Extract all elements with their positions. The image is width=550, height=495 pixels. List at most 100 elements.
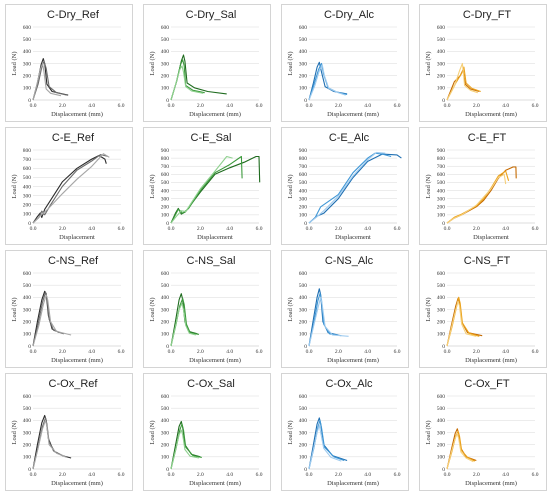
x-axis-label: Displacement (473, 234, 509, 241)
x-tick-label: 6.0 (532, 472, 539, 478)
x-axis-label: Displacement (mm) (327, 111, 379, 118)
chart-panel: C-Dry_FT 0 100 200 300 400 500 600 0.0 2.0 4.0 6.0 D… (419, 4, 547, 122)
y-tick-label: 300 (437, 430, 446, 436)
x-tick-label: 2.0 (59, 349, 66, 355)
series-line (170, 59, 205, 101)
y-tick-label: 700 (437, 164, 446, 170)
chart-title: C-NS_Alc (325, 255, 374, 267)
y-tick-label: 200 (161, 319, 170, 325)
series-line (170, 155, 233, 224)
y-tick-label: 600 (299, 172, 308, 178)
y-tick-label: 400 (161, 49, 170, 55)
y-tick-label: 500 (23, 283, 32, 289)
y-tick-label: 800 (161, 156, 170, 162)
y-tick-label: 400 (437, 188, 446, 194)
y-tick-label: 600 (437, 271, 446, 277)
chart-title: C-Ox_Sal (187, 378, 235, 390)
y-axis-label: Load (N) (425, 297, 432, 321)
x-axis-label: Displacement (mm) (51, 357, 103, 364)
y-tick-label: 0 (166, 344, 169, 350)
y-tick-label: 100 (299, 86, 308, 92)
x-tick-label: 2.0 (197, 349, 204, 355)
chart-svg: C-Dry_Ref 0 100 200 300 400 500 600 0.0 2.0 4.0 6.0… (11, 9, 125, 118)
chart-svg: C-Ox_Alc 0 100 200 300 400 500 600 0.0 2.0 4.0 6.0 D… (287, 378, 401, 487)
y-tick-label: 200 (23, 319, 32, 325)
y-tick-label: 0 (442, 467, 445, 473)
series-line (170, 54, 227, 101)
y-tick-label: 500 (299, 406, 308, 412)
y-tick-label: 0 (442, 221, 445, 227)
chart-panel: C-NS_FT 0 100 200 300 400 500 600 0.0 2.0 4.0 6.0 Di… (419, 250, 547, 368)
y-tick-label: 300 (299, 430, 308, 436)
x-tick-label: 0.0 (306, 103, 313, 109)
y-tick-label: 600 (23, 25, 32, 31)
y-tick-label: 100 (437, 86, 446, 92)
y-tick-label: 400 (437, 49, 446, 55)
y-tick-label: 100 (437, 332, 446, 338)
y-tick-label: 0 (28, 344, 31, 350)
series-line (32, 154, 107, 224)
y-tick-label: 500 (437, 37, 446, 43)
y-tick-label: 800 (299, 156, 308, 162)
x-tick-label: 4.0 (88, 349, 95, 355)
y-tick-label: 100 (437, 455, 446, 461)
x-axis-label: Displacement (mm) (327, 357, 379, 364)
x-axis-label: Displacement (mm) (465, 111, 517, 118)
y-tick-label: 500 (23, 175, 32, 181)
x-tick-label: 2.0 (473, 472, 480, 478)
y-tick-label: 400 (23, 418, 32, 424)
x-axis-label: Displacement (mm) (465, 480, 517, 487)
y-axis-label: Load (N) (425, 420, 432, 444)
chart-title: C-E_Sal (191, 132, 232, 144)
y-axis-label: Load (N) (11, 420, 18, 444)
y-tick-label: 600 (299, 271, 308, 277)
series-line (308, 61, 348, 101)
x-tick-label: 2.0 (197, 226, 204, 232)
y-axis-label: Load (N) (149, 420, 156, 444)
y-axis-label: Load (N) (149, 51, 156, 75)
y-tick-label: 400 (23, 49, 32, 55)
y-tick-label: 500 (299, 283, 308, 289)
y-tick-label: 200 (23, 203, 32, 209)
x-tick-label: 0.0 (168, 103, 175, 109)
y-tick-label: 200 (299, 205, 308, 211)
chart-title: C-NS_Ref (48, 255, 99, 267)
y-tick-label: 600 (437, 172, 446, 178)
y-tick-label: 300 (161, 430, 170, 436)
chart-panel: C-E_Sal 0 100 200 300 400 500 600 700 800 900 0.0 2.… (143, 127, 271, 245)
series-line (32, 62, 62, 101)
y-axis-label: Load (N) (425, 174, 432, 198)
x-tick-label: 6.0 (118, 472, 125, 478)
series-line (308, 62, 348, 101)
y-tick-label: 100 (299, 455, 308, 461)
x-tick-label: 6.0 (256, 349, 263, 355)
series-line (308, 424, 342, 470)
x-tick-label: 4.0 (502, 472, 509, 478)
chart-title: C-E_Ref (52, 132, 95, 144)
x-tick-label: 4.0 (502, 226, 509, 232)
chart-panel: C-Ox_Ref 0 100 200 300 400 500 600 0.0 2.0 4.0 6.0 D… (5, 373, 133, 491)
x-axis-label: Displacement (197, 234, 233, 241)
series-line (32, 419, 67, 470)
y-tick-label: 300 (23, 61, 32, 67)
y-tick-label: 100 (161, 455, 170, 461)
y-tick-label: 500 (161, 283, 170, 289)
y-tick-label: 700 (161, 164, 170, 170)
chart-svg: C-Dry_FT 0 100 200 300 400 500 600 0.0 2.0 4.0 6.0 D… (425, 9, 539, 118)
series-line (446, 433, 474, 470)
y-tick-label: 400 (299, 295, 308, 301)
y-tick-label: 0 (442, 98, 445, 104)
y-tick-label: 100 (161, 86, 170, 92)
y-tick-label: 100 (23, 212, 32, 218)
y-tick-label: 800 (437, 156, 446, 162)
x-tick-label: 0.0 (306, 226, 313, 232)
chart-svg: C-NS_Alc 0 100 200 300 400 500 600 0.0 2.0 4.0 6.0 D… (287, 255, 401, 364)
y-tick-label: 0 (304, 467, 307, 473)
y-tick-label: 0 (28, 467, 31, 473)
x-tick-label: 4.0 (364, 472, 371, 478)
y-tick-label: 600 (299, 394, 308, 400)
x-tick-label: 2.0 (335, 103, 342, 109)
y-tick-label: 0 (28, 98, 31, 104)
y-tick-label: 600 (161, 271, 170, 277)
x-tick-label: 0.0 (168, 349, 175, 355)
